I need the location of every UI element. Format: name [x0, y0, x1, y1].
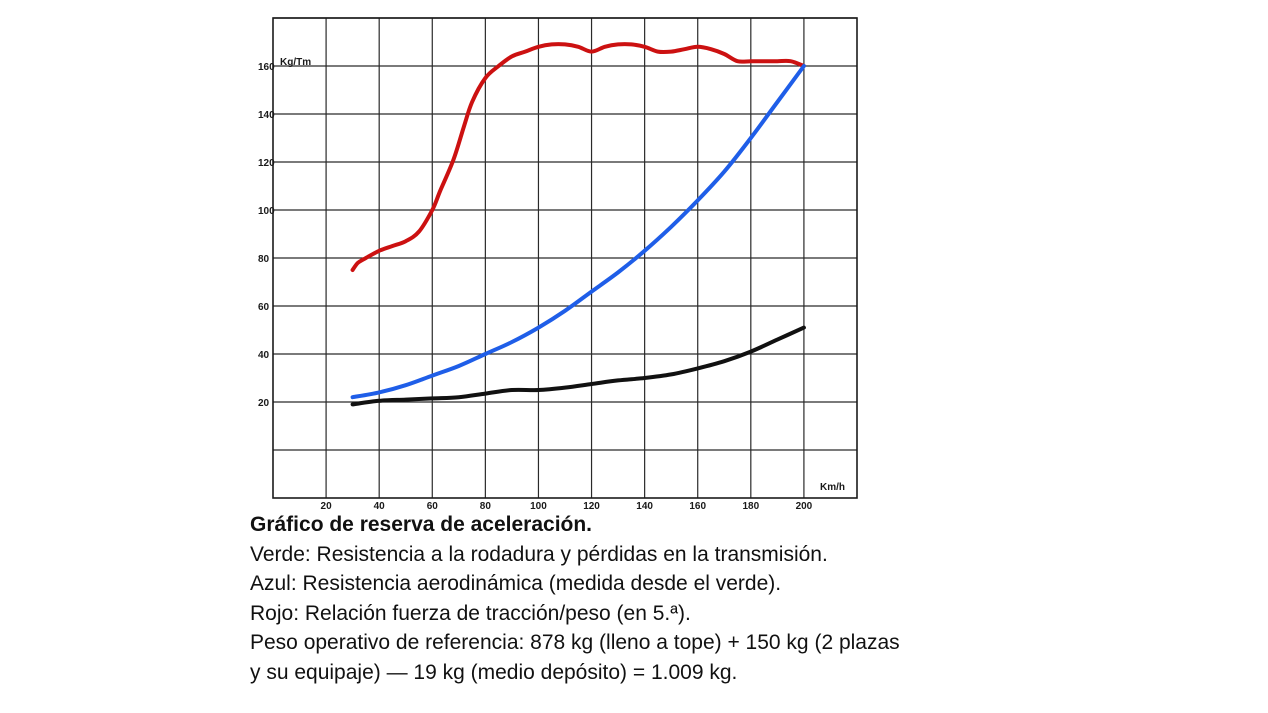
y-tick-label: 80	[258, 254, 270, 265]
figure-caption: Gráfico de reserva de aceleración. Verde…	[250, 510, 1130, 687]
y-tick-label: 60	[258, 302, 270, 313]
x-tick-label: 20	[321, 501, 333, 512]
caption-line-green: Verde: Resistencia a la rodadura y pérdi…	[250, 542, 828, 566]
x-tick-label: 60	[427, 501, 439, 512]
y-axis-unit: Kg/Tm	[280, 57, 311, 68]
caption-line-red: Rojo: Relación fuerza de tracción/peso (…	[250, 601, 691, 625]
x-tick-label: 200	[796, 501, 813, 512]
y-axis-ticks: 20 40 60 80 100 120 140 160	[258, 62, 275, 409]
chart-series	[350, 42, 806, 407]
y-tick-label: 20	[258, 398, 270, 409]
x-tick-label: 160	[689, 501, 706, 512]
red-traction-curve	[350, 42, 806, 272]
black-rolling-curve	[350, 325, 806, 407]
caption-line-weight-cont: y su equipaje) — 19 kg (medio depósito) …	[250, 660, 738, 684]
x-tick-label: 140	[636, 501, 653, 512]
x-tick-label: 80	[480, 501, 492, 512]
y-tick-label: 140	[258, 110, 275, 121]
x-tick-label: 120	[583, 501, 600, 512]
x-tick-label: 100	[530, 501, 547, 512]
blue-aero-curve	[350, 64, 806, 400]
caption-line-weight: Peso operativo de referencia: 878 kg (ll…	[250, 631, 900, 654]
caption-title: Gráfico de reserva de aceleración.	[250, 513, 593, 536]
x-tick-label: 40	[374, 501, 386, 512]
y-tick-label: 120	[258, 158, 275, 169]
y-tick-label: 160	[258, 62, 275, 73]
caption-line-blue: Azul: Resistencia aerodinámica (medida d…	[250, 572, 782, 595]
plot-frame	[272, 17, 858, 499]
chart-grid	[273, 17, 857, 498]
x-axis-unit: Km/h	[820, 482, 845, 493]
y-tick-label: 40	[258, 350, 270, 361]
x-tick-label: 180	[742, 501, 759, 512]
y-tick-label: 100	[258, 206, 275, 217]
x-axis-ticks: 20 40 60 80 100 120 140 160 180 200	[321, 501, 813, 512]
